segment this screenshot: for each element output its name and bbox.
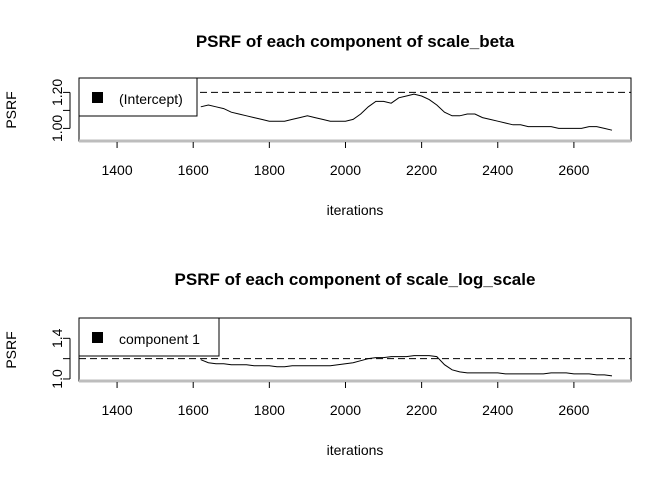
plot-baseline-band: [79, 139, 631, 143]
y-axis: 1.0 1.4: [49, 328, 71, 389]
legend-label: component 1: [119, 331, 200, 347]
x-axis-label: iterations: [327, 442, 384, 458]
legend-label: (Intercept): [119, 91, 183, 107]
legend-swatch: [92, 332, 103, 343]
x-tick-label: 2200: [406, 162, 437, 178]
y-axis-label: PSRF: [3, 331, 19, 368]
x-axis: 1400 1600 1800 2000 2200 2400 2600: [101, 142, 590, 178]
x-axis: 1400 1600 1800 2000 2200 2400 2600: [101, 382, 590, 418]
legend: component 1: [78, 317, 220, 357]
x-tick-label: 1400: [101, 402, 132, 418]
x-tick-label: 1600: [178, 162, 209, 178]
legend: (Intercept): [78, 77, 198, 117]
x-tick-label: 1600: [178, 402, 209, 418]
legend-swatch: [92, 92, 103, 103]
chart-panel-2: PSRF of each component of scale_log_scal…: [3, 270, 632, 458]
chart-title: PSRF of each component of scale_log_scal…: [175, 270, 536, 289]
x-axis-label: iterations: [327, 202, 384, 218]
x-tick-label: 2400: [482, 162, 513, 178]
x-tick-label: 2200: [406, 402, 437, 418]
plot-baseline-band: [79, 379, 631, 383]
x-tick-label: 2000: [330, 402, 361, 418]
series-line: [200, 355, 613, 377]
y-axis: 1.00 1.20: [49, 79, 71, 142]
series-line: [200, 93, 613, 131]
x-tick-label: 2600: [558, 162, 589, 178]
x-tick-label: 2000: [330, 162, 361, 178]
chart-title: PSRF of each component of scale_beta: [196, 32, 515, 51]
y-tick-label: 1.0: [49, 369, 65, 389]
x-tick-label: 1400: [101, 162, 132, 178]
y-tick-label: 1.00: [49, 115, 65, 142]
x-tick-label: 1800: [254, 402, 285, 418]
y-tick-label: 1.4: [49, 328, 65, 348]
chart-panel-1: PSRF of each component of scale_beta PSR…: [3, 32, 632, 218]
x-tick-label: 2600: [558, 402, 589, 418]
y-tick-label: 1.20: [49, 79, 65, 106]
x-tick-label: 1800: [254, 162, 285, 178]
y-axis-label: PSRF: [3, 91, 19, 128]
x-tick-label: 2400: [482, 402, 513, 418]
